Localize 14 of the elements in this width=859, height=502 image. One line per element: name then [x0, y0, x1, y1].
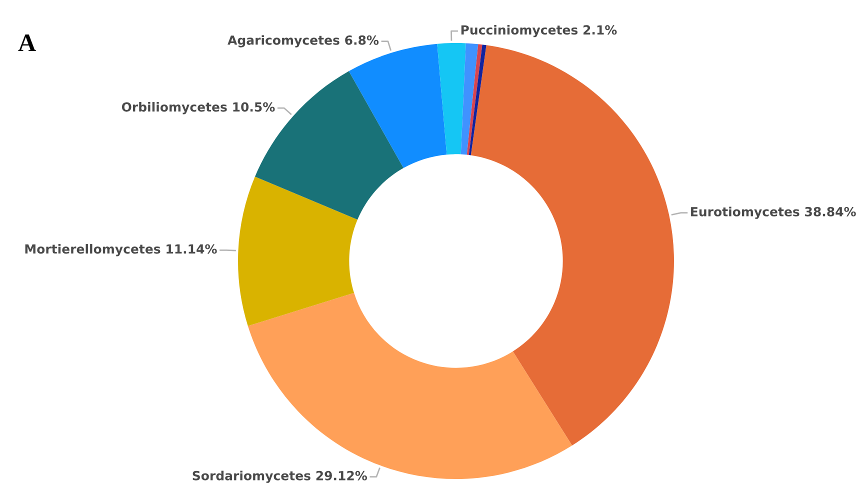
slice-label: Mortierellomycetes 11.14% [25, 244, 217, 256]
donut-slice [466, 44, 482, 155]
donut-slice [460, 43, 478, 155]
donut-slice [238, 176, 358, 326]
donut-slice [470, 45, 674, 446]
slice-label: Eurotiomycetes 38.84% [691, 206, 856, 219]
donut-slice [468, 44, 486, 156]
slice-label: Orbiliomycetes 10.5% [122, 102, 275, 114]
slice-label: Sordariomycetes 29.12% [192, 470, 368, 483]
donut-slice [348, 44, 447, 168]
slice-label: Agaricomycetes 6.8% [228, 35, 379, 48]
donut-slice [437, 43, 466, 155]
text: A [18, 34, 36, 52]
slice-label: Pucciniomycetes 2.1% [461, 24, 617, 38]
